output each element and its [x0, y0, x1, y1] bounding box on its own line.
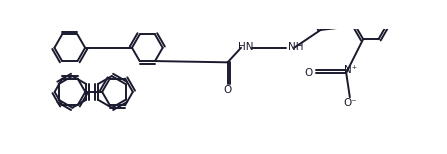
Text: O⁻: O⁻ [343, 98, 357, 108]
Text: N⁺: N⁺ [344, 65, 357, 75]
Text: O: O [305, 68, 313, 78]
Text: HN: HN [238, 42, 253, 52]
Text: O: O [224, 85, 232, 95]
Text: NH: NH [288, 42, 304, 52]
